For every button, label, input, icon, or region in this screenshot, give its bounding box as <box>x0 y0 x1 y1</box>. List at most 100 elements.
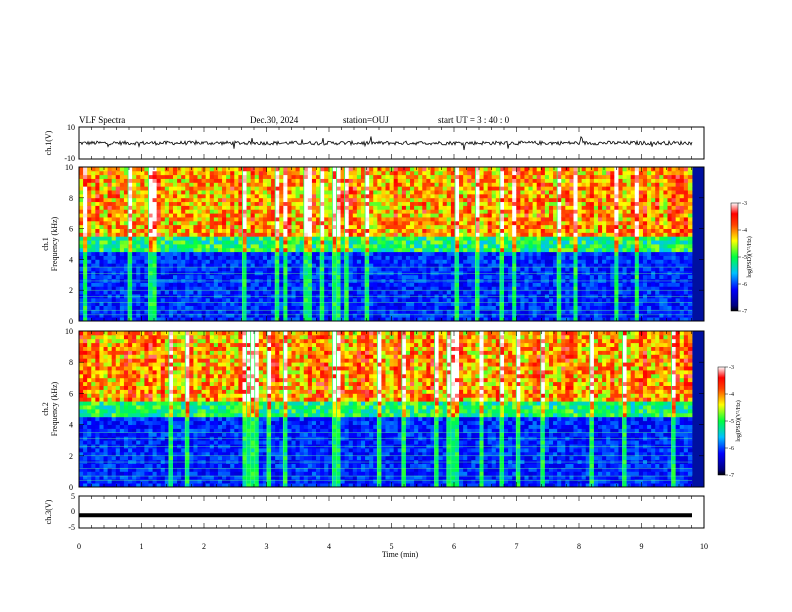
spectrogram-cell <box>140 236 145 241</box>
spectrogram-cell <box>205 190 211 195</box>
spectrogram-cell <box>475 209 480 214</box>
spectrogram-cell <box>536 244 542 249</box>
spectrogram-cell <box>565 209 570 214</box>
spectrogram-cell <box>123 313 129 318</box>
spectrogram-cell <box>213 313 219 318</box>
spectrogram-cell <box>430 174 435 179</box>
spectrogram-cell <box>258 213 264 218</box>
spectrogram-cell <box>360 263 366 268</box>
spectrogram-cell <box>258 190 264 195</box>
spectrogram-cell <box>197 170 202 176</box>
spectrogram-cell <box>446 174 452 179</box>
spectrogram-cell <box>115 282 121 287</box>
spectrogram-cell <box>213 240 219 245</box>
spectrogram-cell <box>377 286 382 291</box>
spectrogram-cell <box>471 247 476 253</box>
spectrogram-cell <box>524 297 529 303</box>
spectrogram-cell <box>565 309 570 314</box>
spectrogram-cell <box>250 232 256 237</box>
spectrogram-cell <box>107 309 113 314</box>
spectrogram-cell <box>307 236 313 241</box>
spectrogram-cell <box>544 190 550 195</box>
spectrogram-cell <box>209 263 215 268</box>
spectrogram-cell <box>307 186 313 191</box>
spectrogram-cell <box>140 309 145 314</box>
spectrogram-cell <box>185 267 190 272</box>
spectrogram-cell <box>365 220 370 226</box>
spectrogram-cell <box>164 197 170 203</box>
spectrogram-cell <box>95 263 100 268</box>
spectrogram-cell <box>303 255 309 260</box>
spectrogram-cell <box>148 317 153 322</box>
spectrogram-cell <box>189 263 194 268</box>
spectrogram-cell <box>524 317 529 322</box>
spectrogram-cell <box>197 224 202 229</box>
spectrogram-cell <box>405 305 411 310</box>
spectrogram-cell <box>532 255 538 260</box>
spectrogram-cell <box>467 170 472 176</box>
spectrogram-cell <box>463 167 468 172</box>
spectrogram-cell <box>189 190 194 195</box>
spectrogram-cell <box>230 244 235 249</box>
spectrogram-cell <box>356 178 362 183</box>
spectrogram-cell <box>107 286 113 291</box>
spectrogram-cell <box>148 259 153 264</box>
spectrogram-cell <box>287 201 292 206</box>
spectrogram-cell <box>569 224 574 229</box>
spectrogram-cell <box>160 305 166 310</box>
spectrogram-cell <box>156 170 162 176</box>
spectrogram-cell <box>352 205 358 210</box>
spectrogram-cell <box>422 297 427 303</box>
spectrogram-cell <box>160 282 166 287</box>
spectrogram-cell <box>79 259 84 264</box>
spectrogram-cell <box>128 186 133 191</box>
spectrogram-cell <box>185 193 190 199</box>
spectrogram-cell <box>95 201 100 206</box>
spectrogram-cell <box>528 255 534 260</box>
spectrogram-cell <box>410 228 415 233</box>
spectrogram-cell <box>336 305 341 310</box>
spectrogram-cell <box>128 167 133 172</box>
spectrogram-cell <box>316 220 321 226</box>
spectrogram-cell <box>136 174 141 179</box>
spectrogram-cell <box>405 167 411 172</box>
spectrogram-cell <box>177 174 182 179</box>
spectrogram-cell <box>356 247 362 253</box>
spectrogram-cell <box>144 217 149 222</box>
spectrogram-cell <box>222 220 227 226</box>
spectrogram-cell <box>491 190 497 195</box>
spectrogram-cell <box>410 309 415 314</box>
spectrogram-cell <box>91 224 96 229</box>
spectrogram-cell <box>332 201 337 206</box>
spectrogram-cell <box>504 182 509 187</box>
spectrogram-cell <box>356 301 362 306</box>
spectrogram-cell <box>123 205 129 210</box>
spectrogram-cell <box>483 267 489 272</box>
spectrogram-cell <box>279 167 284 172</box>
spectrogram-cell <box>91 197 96 203</box>
spectrogram-cell <box>524 305 529 310</box>
spectrogram-cell <box>99 255 104 260</box>
spectrogram-cell <box>532 305 538 310</box>
spectrogram-cell <box>377 193 382 199</box>
spectrogram-cell <box>156 251 162 256</box>
spectrogram-cell <box>95 220 100 226</box>
spectrogram-cell <box>299 190 305 195</box>
spectrogram-cell <box>381 259 386 264</box>
spectrogram-cell <box>548 232 554 237</box>
spectrogram-cell <box>266 228 272 233</box>
spectrogram-cell <box>569 209 574 214</box>
spectrogram-cell <box>332 213 337 218</box>
spectrogram-cell <box>377 209 382 214</box>
spectrogram-cell <box>377 186 382 191</box>
spectrogram-cell <box>463 274 468 280</box>
spectrogram-cell <box>569 255 574 260</box>
spectrogram-cell <box>287 182 292 187</box>
spectrogram-cell <box>283 232 288 237</box>
spectrogram-cell <box>283 205 288 210</box>
spectrogram-cell <box>340 193 346 199</box>
spectrogram-cell <box>377 178 382 183</box>
spectrogram-cell <box>128 197 133 203</box>
spectrogram-cell <box>426 232 431 237</box>
spectrogram-cell <box>185 190 190 195</box>
